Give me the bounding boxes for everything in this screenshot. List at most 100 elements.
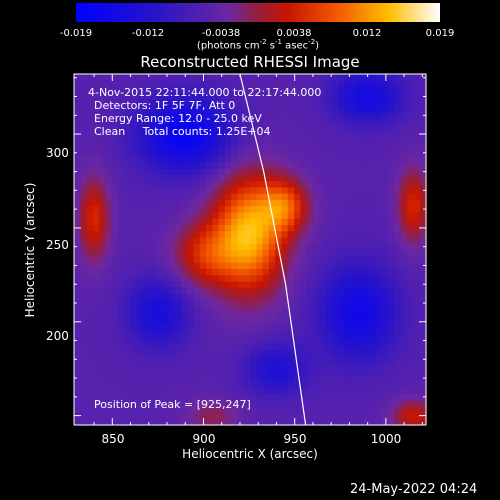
heatmap-cell: [344, 393, 352, 401]
heatmap-cell: [287, 218, 295, 226]
heatmap-cell: [300, 362, 308, 370]
heatmap-cell: [268, 243, 276, 251]
heatmap-cell: [143, 136, 151, 144]
heatmap-cell: [312, 142, 320, 150]
heatmap-cell: [294, 211, 301, 219]
heatmap-cell: [294, 193, 301, 200]
heatmap-cell: [262, 249, 270, 257]
heatmap-cell: [413, 368, 421, 376]
heatmap-cell: [344, 337, 352, 345]
heatmap-cell: [168, 249, 176, 257]
heatmap-cell: [193, 161, 201, 169]
heatmap-cell: [262, 343, 270, 351]
heatmap-cell: [124, 117, 132, 125]
heatmap-cell: [268, 174, 276, 182]
heatmap-cell: [356, 211, 364, 219]
heatmap-cell: [407, 92, 415, 100]
heatmap-cell: [356, 99, 364, 106]
heatmap-cell: [275, 161, 283, 169]
heatmap-cell: [212, 74, 220, 81]
heatmap-cell: [130, 268, 138, 276]
heatmap-cell: [363, 117, 371, 125]
heatmap-cell: [262, 186, 270, 194]
heatmap-cell: [74, 387, 81, 395]
heatmap-cell: [206, 268, 213, 276]
heatmap-cell: [118, 399, 125, 407]
heatmap-cell: [231, 149, 239, 157]
heatmap-cell: [180, 180, 188, 188]
heatmap-cell: [218, 211, 226, 219]
heatmap-cell: [212, 343, 220, 351]
heatmap-cell: [224, 393, 232, 401]
heatmap-cell: [388, 236, 396, 244]
heatmap-cell: [92, 393, 100, 401]
heatmap-cell: [243, 174, 251, 182]
heatmap-cell: [155, 142, 163, 150]
heatmap-cell: [199, 99, 207, 106]
heatmap-cell: [143, 193, 151, 200]
heatmap-cell: [206, 92, 213, 100]
heatmap-cell: [294, 243, 301, 251]
heatmap-cell: [382, 124, 389, 132]
heatmap-cell: [268, 393, 276, 401]
heatmap-cell: [111, 155, 119, 163]
heatmap-cell: [319, 330, 327, 338]
heatmap-cell: [407, 74, 415, 81]
heatmap-cell: [99, 230, 107, 238]
heatmap-cell: [344, 99, 352, 106]
heatmap-cell: [237, 330, 245, 338]
heatmap-cell: [149, 211, 157, 219]
heatmap-cell: [268, 337, 276, 345]
heatmap-cell: [74, 293, 81, 301]
heatmap-cell: [275, 168, 283, 175]
heatmap-cell: [206, 161, 213, 169]
heatmap-cell: [388, 324, 396, 332]
heatmap-cell: [394, 80, 402, 88]
heatmap-cell: [268, 186, 276, 194]
heatmap-cell: [388, 337, 396, 345]
heatmap-cell: [105, 142, 113, 150]
heatmap-cell: [344, 161, 352, 169]
heatmap-cell: [325, 318, 333, 326]
heatmap-cell: [331, 268, 339, 276]
heatmap-cell: [356, 236, 364, 244]
heatmap-cell: [199, 80, 207, 88]
heatmap-cell: [375, 305, 383, 313]
colorbar-tick-label: -0.0038: [201, 28, 241, 39]
heatmap-cell: [413, 218, 421, 226]
heatmap-cell: [187, 324, 195, 332]
heatmap-cell: [338, 387, 345, 395]
heatmap-cell: [136, 287, 144, 294]
heatmap-cell: [212, 105, 220, 113]
heatmap-cell: [331, 168, 339, 175]
heatmap-cell: [212, 136, 220, 144]
heatmap-cell: [268, 117, 276, 125]
heatmap-cell: [325, 218, 333, 226]
heatmap-cell: [294, 381, 301, 388]
heatmap-cell: [136, 149, 144, 157]
heatmap-cell: [413, 124, 421, 132]
heatmap-cell: [407, 262, 415, 269]
heatmap-cell: [400, 211, 408, 219]
heatmap-cell: [124, 218, 132, 226]
heatmap-cell: [256, 274, 264, 282]
heatmap-cell: [168, 180, 176, 188]
heatmap-cell: [369, 343, 377, 351]
heatmap-cell: [174, 117, 182, 125]
heatmap-cell: [331, 136, 339, 144]
heatmap-cell: [231, 356, 239, 363]
heatmap-cell: [331, 356, 339, 363]
heatmap-cell: [174, 224, 182, 232]
heatmap-cell: [243, 243, 251, 251]
heatmap-cell: [105, 299, 113, 307]
heatmap-cell: [250, 205, 257, 213]
heatmap-cell: [275, 418, 283, 426]
heatmap-cell: [118, 149, 125, 157]
heatmap-cell: [143, 312, 151, 320]
heatmap-cell: [331, 149, 339, 157]
heatmap-cell: [344, 168, 352, 175]
heatmap-cell: [174, 186, 182, 194]
heatmap-cell: [306, 130, 314, 138]
heatmap-cell: [224, 362, 232, 370]
heatmap-cell: [111, 199, 119, 207]
